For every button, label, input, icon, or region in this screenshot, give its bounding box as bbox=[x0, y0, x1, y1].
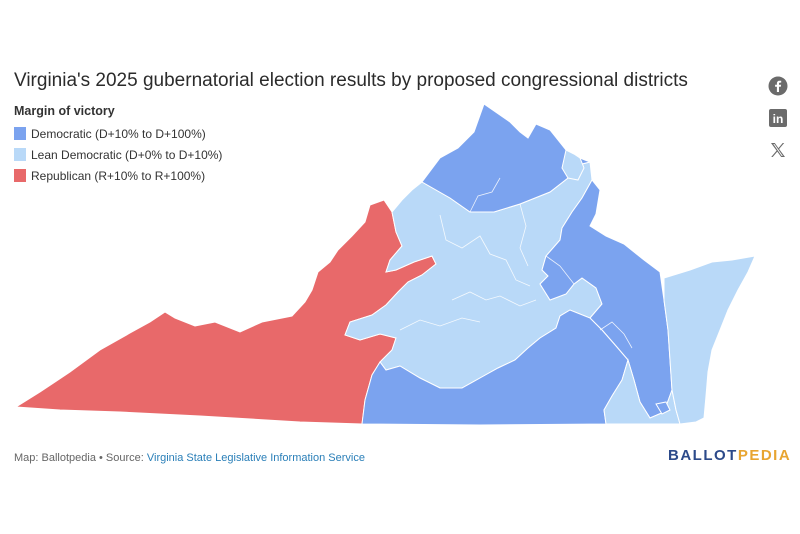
share-bar: in bbox=[768, 76, 788, 172]
legend-item-lean-democratic: Lean Democratic (D+0% to D+10%) bbox=[14, 144, 222, 165]
legend-item-republican: Republican (R+10% to R+100%) bbox=[14, 165, 222, 186]
source-link[interactable]: Virginia State Legislative Information S… bbox=[146, 452, 365, 464]
district-lean-democratic-fairfax[interactable] bbox=[561, 149, 585, 181]
district-lean-democratic-eastern-shore[interactable] bbox=[663, 255, 756, 425]
district-boundary-lines bbox=[399, 177, 633, 349]
legend-label-republican: Republican (R+10% to R+100%) bbox=[31, 168, 206, 183]
footer-prefix: Map: Ballotpedia • Source: bbox=[14, 452, 147, 464]
source-footer: Map: Ballotpedia • Source: Virginia Stat… bbox=[14, 452, 365, 464]
legend: Margin of victory Democratic (D+10% to D… bbox=[14, 104, 222, 186]
district-democratic-norfolk-island[interactable] bbox=[655, 401, 671, 415]
page-title: Virginia's 2025 gubernatorial election r… bbox=[14, 70, 688, 91]
x-icon[interactable] bbox=[768, 140, 788, 160]
legend-label-lean-democratic: Lean Democratic (D+0% to D+10%) bbox=[31, 147, 223, 162]
facebook-icon[interactable] bbox=[768, 76, 788, 96]
linkedin-glyph: in bbox=[773, 112, 784, 126]
legend-title: Margin of victory bbox=[14, 104, 115, 118]
legend-swatch-democratic bbox=[14, 127, 26, 140]
linkedin-icon[interactable]: in bbox=[768, 108, 788, 128]
brand-part2: PEDIA bbox=[737, 447, 792, 464]
brand-part1: BALLOT bbox=[668, 447, 738, 464]
legend-swatch-lean-democratic bbox=[14, 148, 26, 161]
legend-swatch-republican bbox=[14, 169, 26, 182]
ballotpedia-logo[interactable]: BALLOTPEDIA bbox=[668, 447, 791, 464]
legend-item-democratic: Democratic (D+10% to D+100%) bbox=[14, 123, 222, 144]
legend-label-democratic: Democratic (D+10% to D+100%) bbox=[31, 126, 206, 141]
